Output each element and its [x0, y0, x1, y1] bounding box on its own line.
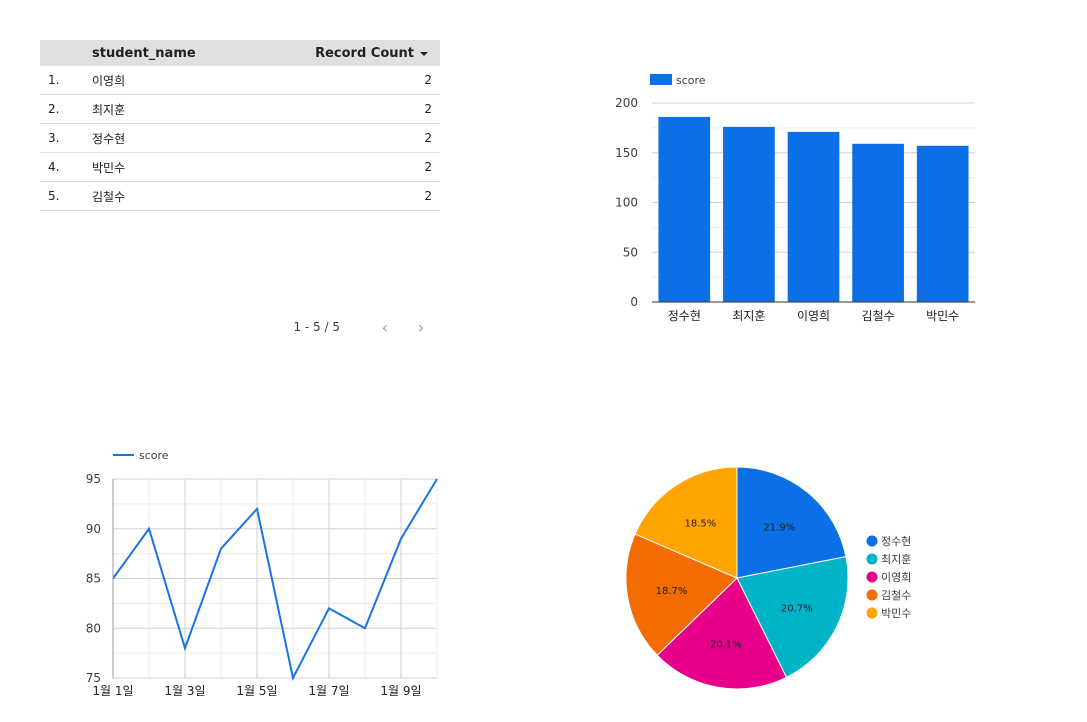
pie-slice [656, 577, 788, 690]
slice-label: 18.7% [656, 586, 688, 597]
legend-swatch [866, 571, 878, 583]
pagination: 1 - 5 / 5 ‹ › [293, 317, 430, 337]
y-tick-label: 95 [86, 472, 101, 486]
x-tick-label: 박민수 [926, 309, 959, 323]
bar [916, 145, 969, 302]
legend-swatch [650, 74, 672, 85]
table-row[interactable]: 3. 정수현 2 [40, 124, 440, 153]
legend-label: 최지훈 [881, 553, 911, 566]
y-tick-label: 150 [615, 146, 638, 160]
legend: score [113, 449, 169, 462]
student-name-cell: 이영희 [92, 73, 126, 88]
legend-swatch [866, 535, 878, 547]
table-row[interactable]: 2. 최지훈 2 [40, 95, 440, 124]
student-name-cell: 김철수 [92, 189, 126, 204]
bar-chart: score 0 50 100 150 200 정수현 최지훈 이영희 김철수 박민수 [615, 74, 975, 323]
bar [787, 131, 840, 302]
slice-label: 18.5% [685, 518, 717, 529]
sort-desc-icon[interactable] [420, 51, 428, 56]
pie-slice [625, 533, 738, 656]
x-tick-label: 이영희 [797, 309, 830, 323]
pie-slice [736, 556, 849, 679]
row-index: 4. [48, 160, 60, 174]
chevron-left-icon[interactable]: ‹ [381, 317, 389, 337]
student-name-header[interactable]: student_name [92, 45, 196, 61]
slice-label: 20.1% [710, 640, 742, 651]
record-count-cell: 2 [424, 160, 432, 174]
y-tick-label: 85 [86, 572, 101, 586]
x-tick-label: 1월 3일 [164, 684, 205, 698]
bar [723, 126, 775, 302]
record-count-header[interactable]: Record Count [290, 46, 440, 61]
x-tick-label: 1월 5일 [236, 684, 277, 698]
record-count-cell: 2 [424, 131, 432, 145]
chevron-right-icon[interactable]: › [417, 317, 425, 337]
y-tick-label: 0 [630, 295, 638, 309]
row-index: 2. [48, 102, 60, 116]
table-body: 1. 이영희 2 2. 최지훈 2 3. 정수현 2 4. 박민수 2 5. 김철수 2 [40, 66, 440, 211]
pie-slice [634, 466, 738, 579]
pager-range: 1 - 5 / 5 [293, 320, 340, 334]
row-index: 3. [48, 131, 60, 145]
bar [658, 116, 711, 303]
legend-swatch [866, 553, 878, 565]
slice-label: 20.7% [781, 603, 813, 614]
legend-swatch [866, 589, 878, 601]
pie-slice [736, 466, 847, 579]
record-count-cell: 2 [424, 189, 432, 203]
table-row[interactable]: 1. 이영희 2 [40, 66, 440, 95]
student-name-cell: 최지훈 [92, 102, 126, 117]
y-tick-label: 90 [86, 522, 101, 536]
record-count-cell: 2 [424, 73, 432, 87]
legend-label: 정수현 [881, 535, 911, 548]
x-tick-label: 1월 1일 [92, 684, 133, 698]
bar [852, 143, 904, 302]
student-name-cell: 박민수 [92, 160, 126, 175]
slice-label: 21.9% [763, 523, 795, 534]
y-tick-label: 100 [615, 196, 638, 210]
x-tick-label: 정수현 [668, 309, 701, 323]
x-tick-label: 1월 7일 [308, 684, 349, 698]
table-row[interactable]: 4. 박민수 2 [40, 153, 440, 182]
x-tick-label: 1월 9일 [380, 684, 421, 698]
y-tick-label: 75 [86, 671, 101, 685]
student-name-cell: 정수현 [92, 131, 126, 146]
y-tick-label: 50 [623, 245, 638, 259]
table-header: student_name Record Count [40, 40, 440, 66]
y-tick-label: 80 [86, 621, 101, 635]
legend-label: score [139, 449, 169, 462]
legend-label: score [676, 74, 706, 87]
legend-label: 이영희 [881, 571, 911, 584]
series-line [112, 478, 438, 681]
row-index: 1. [48, 73, 60, 87]
student-table: student_name Record Count 1. 이영희 2 2. 최지훈 2 3.… [40, 40, 440, 340]
legend: score [650, 74, 706, 87]
x-tick-label: 최지훈 [732, 309, 765, 323]
line-chart: score 75 80 85 90 95 1월 1일 1월 3일 1월 5일 1월 7일 1월 9일 [86, 449, 438, 698]
row-index: 5. [48, 189, 60, 203]
record-count-header-label: Record Count [315, 45, 414, 61]
legend-label: 김철수 [881, 589, 911, 602]
legend-label: 박민수 [881, 607, 911, 620]
legend-swatch [866, 607, 878, 619]
record-count-cell: 2 [424, 102, 432, 116]
x-tick-label: 김철수 [862, 309, 895, 323]
table-row[interactable]: 5. 김철수 2 [40, 182, 440, 211]
y-tick-label: 200 [615, 96, 638, 110]
